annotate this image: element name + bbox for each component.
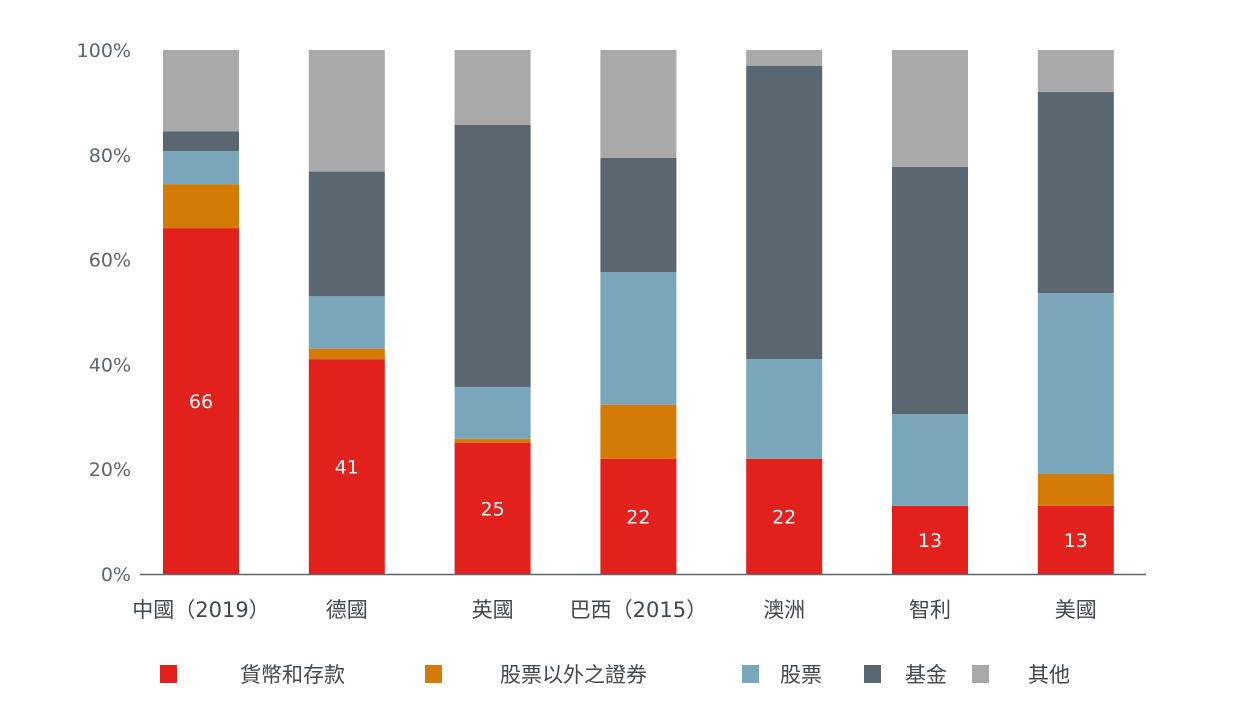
data-label: 22: [772, 506, 796, 528]
bar-segment-3: [892, 414, 968, 506]
bar-segment-4: [746, 65, 823, 360]
legend-swatch: [742, 665, 759, 683]
bar-segment-5: [892, 50, 968, 167]
bar-segment-3: [600, 272, 677, 405]
y-tick-label: 80%: [89, 145, 131, 167]
x-tick-label: 美國: [1055, 598, 1097, 622]
legend-label: 股票: [780, 663, 822, 687]
legend-swatch: [160, 665, 177, 683]
x-tick-label: 中國（2019）: [132, 598, 269, 622]
bar-segment-5: [308, 50, 385, 172]
bar-segment-1: [454, 443, 531, 574]
bar-segment-1: [308, 359, 385, 574]
bar-segment-5: [746, 50, 823, 66]
legend-swatch: [425, 665, 442, 683]
bar-segment-1: [746, 458, 823, 574]
bar-segment-3: [746, 359, 823, 459]
bar-segment-2: [163, 184, 239, 229]
bar-segment-5: [1037, 50, 1114, 92]
legend-swatch: [864, 665, 881, 683]
bar-segment-1: [892, 505, 968, 574]
bar-segment-3: [1037, 293, 1114, 474]
bar-segment-2: [454, 438, 531, 443]
bar-segment-4: [454, 124, 531, 387]
x-tick-label: 德國: [326, 598, 368, 622]
data-label: 13: [1064, 530, 1088, 552]
bar-segment-4: [163, 131, 239, 152]
bar-segment-2: [308, 348, 385, 360]
bar-segment-5: [454, 50, 531, 125]
y-tick-label: 100%: [77, 40, 131, 62]
legend-label: 股票以外之證券: [500, 663, 647, 687]
bar-segment-3: [163, 151, 239, 185]
bar-segment-5: [600, 50, 677, 158]
legend-swatch: [972, 665, 989, 683]
y-tick-label: 40%: [89, 354, 131, 376]
bar-segment-4: [308, 171, 385, 297]
y-tick-label: 60%: [89, 250, 131, 272]
bar-segment-1: [600, 458, 677, 574]
bar-segment-2: [1037, 473, 1114, 506]
bar-segment-1: [163, 228, 239, 574]
legend-label: 基金: [905, 663, 947, 687]
data-label: 41: [335, 457, 359, 479]
data-label: 66: [189, 391, 213, 413]
bar-segment-3: [308, 296, 385, 349]
bar-segment-5: [163, 50, 239, 132]
x-tick-label: 巴西（2015）: [570, 598, 707, 622]
bar-segment-4: [1037, 91, 1114, 294]
data-label: 13: [918, 530, 942, 552]
x-tick-label: 英國: [472, 598, 514, 622]
y-tick-label: 20%: [89, 459, 131, 481]
legend-label: 貨幣和存款: [240, 663, 345, 687]
bar-segment-3: [454, 386, 531, 439]
data-label: 22: [626, 506, 650, 528]
bar-segment-1: [1037, 505, 1114, 574]
legend-label: 其他: [1028, 663, 1070, 687]
bar-segment-2: [600, 404, 677, 459]
bar-segment-4: [892, 166, 968, 415]
x-tick-label: 智利: [909, 598, 951, 622]
y-tick-label: 0%: [101, 564, 131, 586]
x-tick-label: 澳洲: [763, 598, 805, 622]
bar-segment-4: [600, 157, 677, 273]
data-label: 25: [481, 499, 505, 521]
